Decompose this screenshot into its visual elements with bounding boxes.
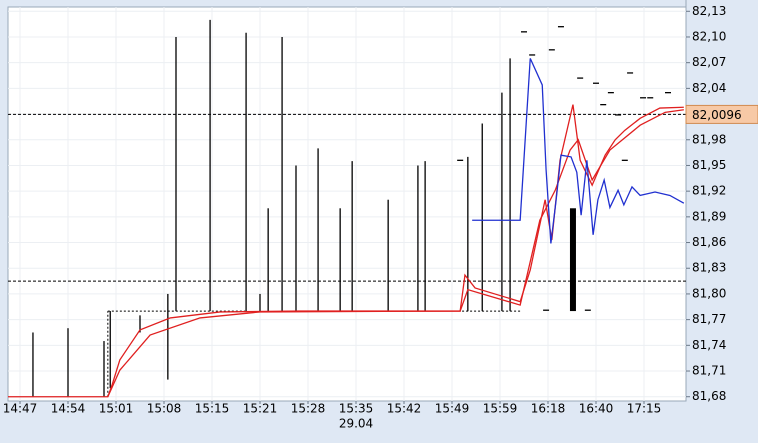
x-tick-label: 14:54 bbox=[51, 402, 86, 416]
y-tick-label: 81,80 bbox=[692, 286, 726, 300]
series-line bbox=[107, 109, 684, 397]
series-line bbox=[8, 104, 684, 398]
y-tick-label: 81,77 bbox=[692, 312, 726, 326]
x-tick-label: 16:18 bbox=[531, 402, 566, 416]
series-line bbox=[472, 58, 685, 244]
date-label: 29.04 bbox=[339, 417, 373, 431]
y-tick-label: 81,68 bbox=[692, 389, 726, 403]
x-tick-label: 15:35 bbox=[339, 402, 374, 416]
x-tick-label: 15:59 bbox=[483, 402, 518, 416]
price-badge bbox=[685, 104, 758, 124]
x-tick-label: 15:01 bbox=[99, 402, 134, 416]
y-tick-label: 81,71 bbox=[692, 364, 726, 378]
x-tick-label: 15:21 bbox=[243, 402, 278, 416]
y-tick-label: 81,92 bbox=[692, 184, 726, 198]
x-tick-label: 15:15 bbox=[195, 402, 230, 416]
price-label: 82,0096 bbox=[692, 108, 742, 122]
y-tick-label: 81,74 bbox=[692, 338, 726, 352]
y-tick-label: 81,95 bbox=[692, 158, 726, 172]
x-tick-label: 15:42 bbox=[387, 402, 422, 416]
x-tick-label: 14:47 bbox=[3, 402, 38, 416]
y-tick-label: 81,83 bbox=[692, 261, 726, 275]
y-tick-label: 82,04 bbox=[692, 81, 726, 95]
x-tick-label: 15:08 bbox=[147, 402, 182, 416]
thick-bar bbox=[569, 208, 576, 312]
x-tick-label: 15:28 bbox=[291, 402, 326, 416]
y-tick-label: 81,89 bbox=[692, 209, 726, 223]
y-tick-label: 82,07 bbox=[692, 55, 726, 69]
x-tick-label: 17:15 bbox=[627, 402, 662, 416]
y-tick-label: 81,98 bbox=[692, 132, 726, 146]
x-tick-label: 15:49 bbox=[435, 402, 470, 416]
y-tick-label: 81,86 bbox=[692, 235, 726, 249]
x-tick-label: 16:40 bbox=[579, 402, 614, 416]
y-tick-label: 82,10 bbox=[692, 29, 726, 43]
y-tick-label: 82,13 bbox=[692, 4, 726, 18]
plot-area bbox=[7, 6, 687, 402]
